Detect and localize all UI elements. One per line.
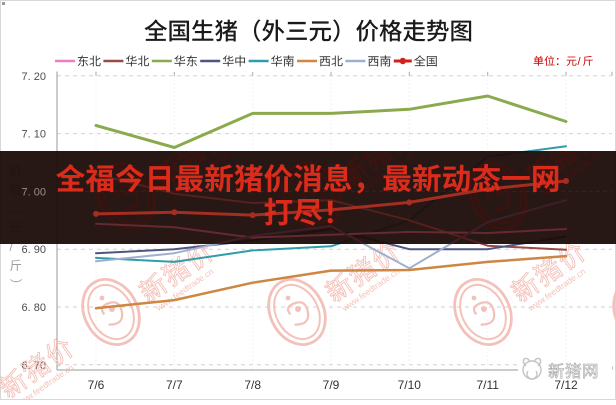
svg-text:6. 90: 6. 90 xyxy=(22,244,46,256)
svg-text:7. 00: 7. 00 xyxy=(22,186,46,198)
svg-text:7/6: 7/6 xyxy=(88,378,105,392)
svg-text:7/7: 7/7 xyxy=(166,378,183,392)
svg-text:/: / xyxy=(578,56,582,68)
svg-text:7/8: 7/8 xyxy=(244,378,261,392)
svg-text:7. 20: 7. 20 xyxy=(22,71,46,83)
svg-text:7/11: 7/11 xyxy=(476,378,499,392)
svg-text:7. 10: 7. 10 xyxy=(22,129,46,141)
svg-text:7/12: 7/12 xyxy=(554,378,578,392)
svg-text:6. 80: 6. 80 xyxy=(22,302,46,314)
svg-text:7/10: 7/10 xyxy=(398,378,422,392)
svg-text:7/9: 7/9 xyxy=(323,378,340,392)
svg-text:/: / xyxy=(10,240,14,254)
